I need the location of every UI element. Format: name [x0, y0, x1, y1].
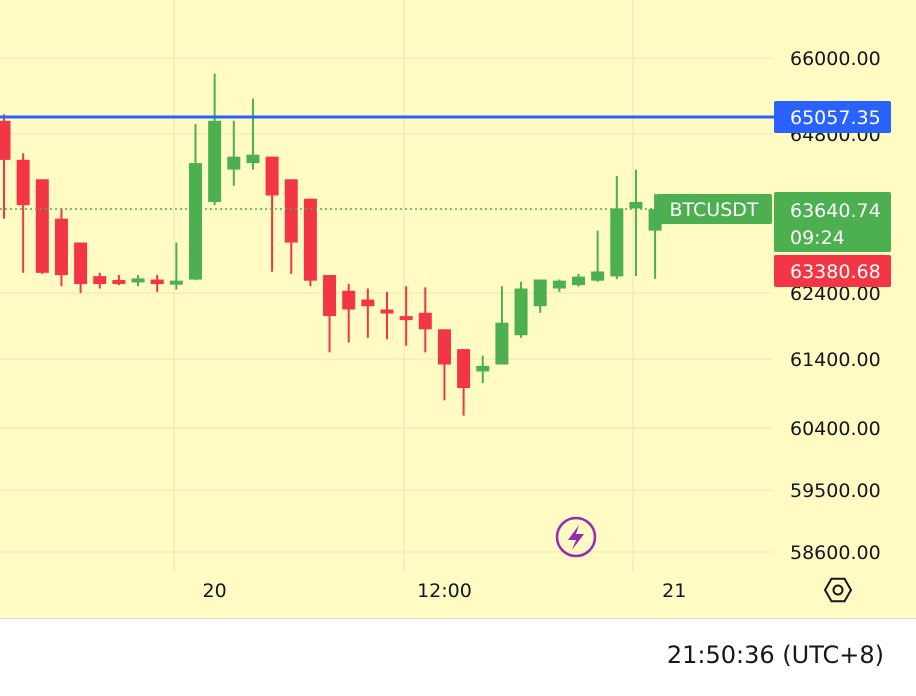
candle — [534, 280, 547, 313]
last-price-text: 63640.74 — [790, 200, 881, 222]
candle — [208, 74, 221, 206]
price-labels: 65057.35 BTCUSDT 63640.74 09:24 63380.68 — [656, 101, 891, 287]
candle-body — [304, 199, 317, 281]
candle-body — [93, 276, 106, 284]
candle — [419, 287, 432, 352]
candle — [495, 286, 508, 364]
candle-body — [361, 300, 374, 307]
candles — [0, 74, 662, 416]
candle — [132, 275, 145, 286]
candle-body — [323, 275, 336, 316]
candle-body — [572, 277, 585, 286]
y-tick-label: 66000.00 — [790, 48, 881, 70]
x-tick-label: 12:00 — [417, 580, 472, 602]
y-tick-label: 60400.00 — [790, 418, 881, 440]
candle — [457, 349, 470, 415]
candle — [0, 114, 11, 218]
candle-body — [266, 157, 279, 196]
chart-area[interactable]: 66000.00 64800.00 62400.00 61400.00 60400.00… — [0, 0, 916, 618]
candle — [381, 292, 394, 339]
candle-body — [36, 179, 49, 273]
candle-body — [476, 366, 489, 372]
candle-body — [132, 278, 145, 282]
candle-body — [515, 289, 528, 336]
candle-body — [610, 208, 623, 276]
candle-body — [381, 310, 394, 314]
candle-body — [400, 316, 413, 320]
candle — [170, 243, 183, 290]
time-axis: 20 12:00 21 — [203, 580, 687, 602]
candle — [227, 121, 240, 186]
candle — [629, 170, 642, 277]
settings-icon-center — [834, 586, 843, 595]
candle — [361, 289, 374, 338]
candle — [112, 275, 125, 285]
candle-body — [208, 121, 221, 202]
candle-body — [419, 313, 432, 330]
lightning-icon-bolt — [568, 525, 584, 550]
candle — [342, 284, 355, 342]
bid-price-text: 63380.68 — [790, 261, 881, 283]
lightning-icon[interactable] — [557, 518, 595, 556]
candle-body — [55, 219, 68, 275]
candle-body — [457, 349, 470, 388]
candle — [438, 329, 451, 400]
candlestick-chart[interactable]: 66000.0064800.0062400.0061400.0060400.00… — [0, 0, 916, 618]
candle-body — [342, 291, 355, 310]
candle — [323, 275, 336, 352]
candle-body — [438, 329, 451, 364]
candle — [93, 273, 106, 289]
candle-body — [170, 281, 183, 285]
candle — [591, 231, 604, 282]
candle-body — [112, 280, 125, 284]
candle — [55, 208, 68, 286]
y-tick-label: 58600.00 — [790, 542, 881, 564]
candle — [151, 275, 164, 292]
candle — [285, 179, 298, 274]
candle — [266, 157, 279, 272]
candle-body — [246, 155, 259, 163]
countdown-text: 09:24 — [790, 227, 845, 249]
candle-body — [189, 163, 202, 279]
y-tick-label: 61400.00 — [790, 349, 881, 371]
footer-bar: 21:50:36 (UTC+8) — [0, 618, 916, 696]
candle-body — [227, 157, 240, 170]
candle-body — [74, 243, 87, 284]
candle — [36, 179, 49, 274]
x-tick-label: 21 — [662, 580, 686, 602]
candle — [572, 274, 585, 287]
candle — [17, 153, 30, 272]
candle — [610, 176, 623, 279]
clock-text[interactable]: 21:50:36 (UTC+8) — [667, 641, 884, 669]
symbol-text: BTCUSDT — [670, 199, 759, 221]
settings-icon-hexagon — [825, 579, 851, 602]
candle — [304, 199, 317, 287]
candle-body — [553, 281, 566, 289]
candle-body — [495, 323, 508, 365]
candle — [515, 282, 528, 338]
candle — [400, 286, 413, 346]
candle-body — [591, 271, 604, 280]
y-tick-label: 59500.00 — [790, 480, 881, 502]
candle — [553, 280, 566, 292]
candle — [189, 124, 202, 280]
grid — [0, 0, 772, 572]
candle-body — [0, 121, 11, 160]
settings-icon[interactable] — [825, 579, 851, 602]
horizontal-line-price-text: 65057.35 — [790, 107, 881, 129]
candle-body — [151, 280, 164, 284]
candle-body — [17, 160, 30, 205]
candle-body — [534, 280, 547, 307]
candle-body — [629, 202, 642, 208]
candle-body — [285, 179, 298, 242]
candle — [74, 243, 87, 293]
candle — [476, 356, 489, 383]
x-tick-label: 20 — [203, 580, 227, 602]
